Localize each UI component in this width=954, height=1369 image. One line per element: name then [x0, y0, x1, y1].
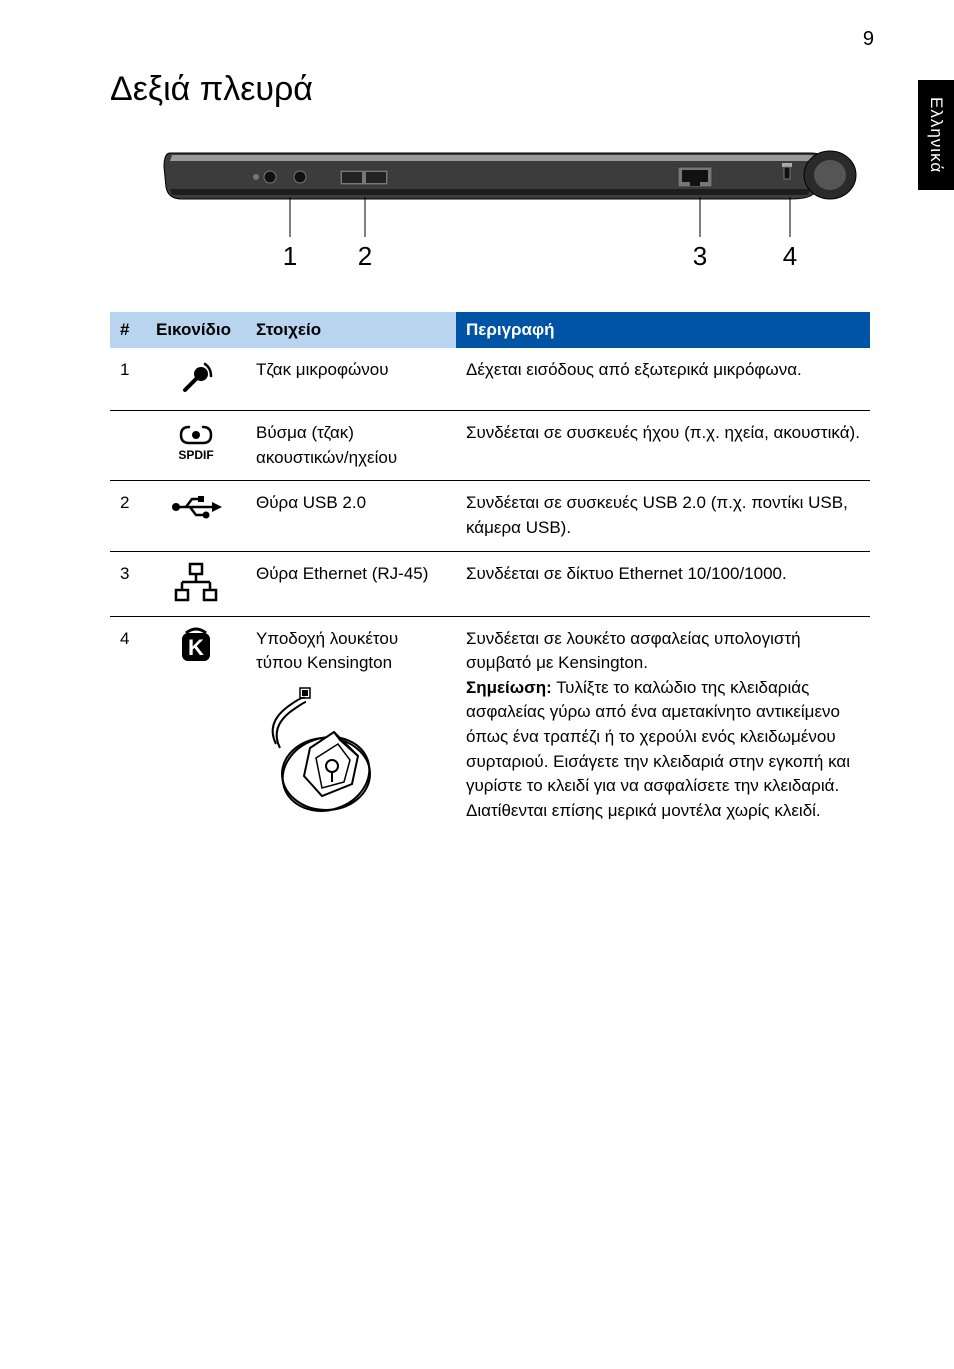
- row-desc: Συνδέεται σε συσκευές ήχου (π.χ. ηχεία, …: [456, 411, 870, 481]
- device-right-side-figure: 1 2 3 4: [110, 137, 870, 287]
- page-number: 9: [863, 28, 874, 51]
- table-row: 3 Θύρα Ethernet (RJ-45) Συνδέεται σε δίκ…: [110, 551, 870, 616]
- main-content: Δεξιά πλευρά 1 2 3: [110, 70, 870, 841]
- row-desc: Δέχεται εισόδους από εξωτερικά μικρόφωνα…: [456, 348, 870, 411]
- row-num: 4: [110, 616, 146, 841]
- row-num: 3: [110, 551, 146, 616]
- row-desc-prefix: Συνδέεται σε λουκέτο ασφαλείας υπολογιστ…: [466, 629, 801, 673]
- language-tab-label: Ελληνικά: [926, 97, 946, 173]
- svg-text:K: K: [188, 635, 204, 660]
- row-item: Θύρα USB 2.0: [246, 481, 456, 551]
- header-item: Στοιχείο: [246, 312, 456, 348]
- svg-text:SPDIF: SPDIF: [178, 448, 213, 462]
- usb-icon: [146, 481, 246, 551]
- row-desc: Συνδέεται σε δίκτυο Ethernet 10/100/1000…: [456, 551, 870, 616]
- kensington-icon: K: [146, 616, 246, 841]
- row-item: Θύρα Ethernet (RJ-45): [246, 551, 456, 616]
- ethernet-icon: [146, 551, 246, 616]
- spec-table: # Εικονίδιο Στοιχείο Περιγραφή 1 Τζακ μι…: [110, 312, 870, 841]
- header-icon: Εικονίδιο: [146, 312, 246, 348]
- table-row: 2 Θύρα USB 2.0 Συνδέεται σε συσκευές USB…: [110, 481, 870, 551]
- svg-text:1: 1: [283, 241, 297, 271]
- row-item-text: Υποδοχή λουκέτου τύπου Kensington: [256, 627, 446, 676]
- spdif-icon: SPDIF: [146, 411, 246, 481]
- language-tab: Ελληνικά: [918, 80, 954, 190]
- table-row: 4 K Υποδοχή λουκέτου τύπου Kensington: [110, 616, 870, 841]
- row-desc-rest: Τυλίξτε το καλώδιο της κλειδαριάς ασφαλε…: [466, 678, 850, 820]
- row-desc: Συνδέεται σε λουκέτο ασφαλείας υπολογιστ…: [456, 616, 870, 841]
- header-num: #: [110, 312, 146, 348]
- row-num: 1: [110, 348, 146, 411]
- header-desc: Περιγραφή: [456, 312, 870, 348]
- svg-text:2: 2: [358, 241, 372, 271]
- row-item: Τζακ μικροφώνου: [246, 348, 456, 411]
- section-title: Δεξιά πλευρά: [110, 70, 870, 109]
- row-num: [110, 411, 146, 481]
- table-row: SPDIF Βύσμα (τζακ) ακουστικών/ηχείου Συν…: [110, 411, 870, 481]
- row-desc: Συνδέεται σε συσκευές USB 2.0 (π.χ. ποντ…: [456, 481, 870, 551]
- table-row: 1 Τζακ μικροφώνου Δέχεται εισόδους από ε…: [110, 348, 870, 411]
- row-item: Υποδοχή λουκέτου τύπου Kensington: [246, 616, 456, 841]
- svg-text:4: 4: [783, 241, 797, 271]
- table-header-row: # Εικονίδιο Στοιχείο Περιγραφή: [110, 312, 870, 348]
- mic-icon: [146, 348, 246, 411]
- row-item: Βύσμα (τζακ) ακουστικών/ηχείου: [246, 411, 456, 481]
- svg-text:3: 3: [693, 241, 707, 271]
- row-desc-bold: Σημείωση:: [466, 678, 552, 697]
- row-num: 2: [110, 481, 146, 551]
- lock-illustration: [256, 684, 386, 824]
